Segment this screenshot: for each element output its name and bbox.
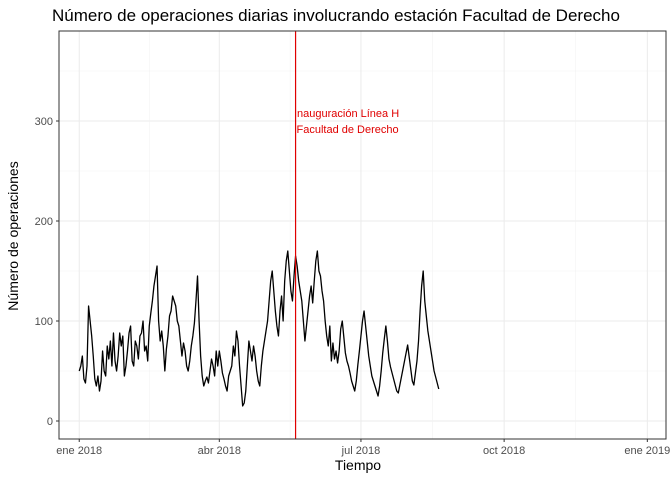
annotation-layer: Inauguración Línea H Facultad de Derecho [294, 31, 399, 439]
y-tick-label: 300 [35, 116, 53, 128]
annotation-label-line2: Facultad de Derecho [297, 124, 399, 136]
plot-panel: Inauguración Línea H Facultad de Derecho [58, 30, 667, 440]
x-tick-label: ene 2018 [56, 445, 102, 457]
x-tick-label: ene 2019 [624, 445, 670, 457]
x-axis: ene 2018 abr 2018 jul 2018 oct 2018 ene 2019 [56, 439, 670, 457]
y-tick-label: 0 [47, 416, 53, 428]
x-tick-label: oct 2018 [483, 445, 525, 457]
series-line-0 [78, 250, 440, 407]
x-axis-title: Tiempo [335, 457, 381, 473]
y-axis: 0 100 200 300 [35, 116, 59, 428]
x-tick-label: jul 2018 [341, 445, 381, 457]
y-axis-title: Número de operaciones [5, 161, 21, 310]
plot-border [58, 30, 667, 440]
y-tick-label: 100 [35, 316, 53, 328]
grid-lines [59, 31, 666, 439]
chart-title: Número de operaciones diarias involucran… [52, 6, 620, 25]
series-layer [78, 250, 440, 407]
annotation-label-line1: Inauguración Línea H [294, 108, 399, 120]
plot-background [59, 31, 666, 439]
x-tick-label: abr 2018 [198, 445, 241, 457]
y-tick-label: 200 [35, 216, 53, 228]
